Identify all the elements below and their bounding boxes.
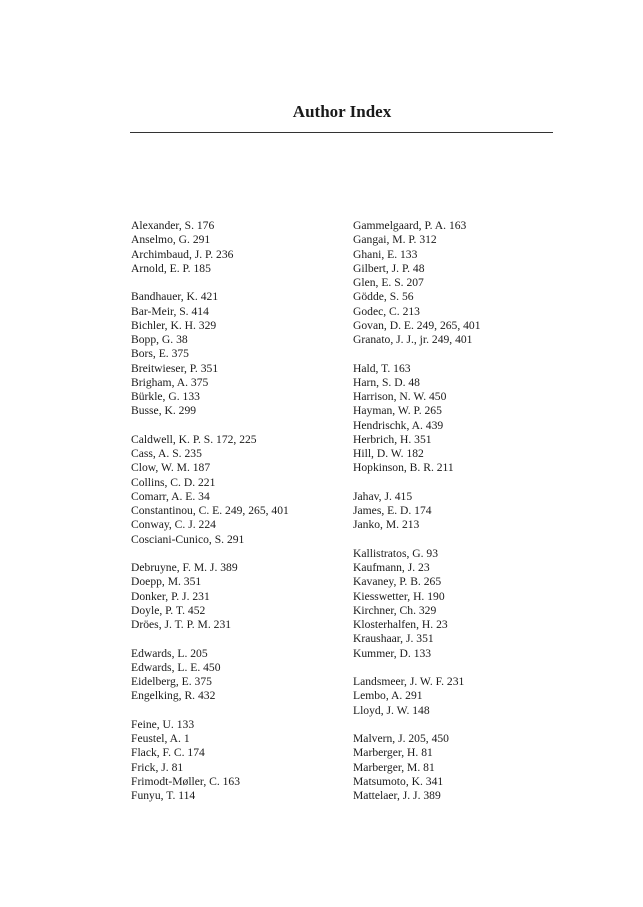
index-entry: Cass, A. S. 235 [131,447,202,460]
index-entry: Marberger, H. 81 [353,746,433,760]
index-entry: Gilbert, J. P. 48 [353,261,425,275]
index-entry: Kummer, D. 133 [353,646,432,660]
index-entry: Harn, S. D. 48 [353,375,420,389]
index-entry: Marberger, M. 81 [353,760,435,774]
index-entry: Ghani, E. 133 [353,247,418,261]
index-letter-group: Bandhauer, K. 421 Bar-Meir, S. 414 Bichler… [131,290,289,418]
index-entry: Matsumoto, K. 341 [353,774,444,788]
index-entry: Caldwell, K. P. S. 172, 225 [131,432,257,446]
index-entry: Archimbaud, J. P. 236 [131,247,234,261]
index-entry: Mattelaer, J. J. 389 [353,789,441,802]
index-letter-group: Hald, T. 163 Harn, S. D. 48 Harrison, N. W… [353,362,481,476]
index-entry: Flack, F. C. 174 [131,746,205,760]
index-entry: Gödde, S. 56 [353,290,414,304]
index-entry: Edwards, L. 205 [131,646,208,660]
index-entry: Constantinou, C. E. 249, 265, 401 [131,504,289,517]
index-entry: Herbrich, H. 351 [353,432,432,446]
index-entry: Funyu, T. 114 [131,789,196,802]
index-entry: Doepp, M. 351 [131,575,202,589]
index-entry: Edwards, L. E. 450 [131,660,221,674]
index-letter-group: Kallistratos, G. 93 Kaufmann, J. 23 Kavane… [353,547,481,661]
index-entry: Frimodt-Møller, C. 163 [131,774,241,788]
index-letter-group: Alexander, S. 176 Anselmo, G. 291 Archimba… [131,219,289,276]
index-entry: Clow, W. M. 187 [131,461,211,475]
index-column-right: Gammelgaard, P. A. 163 Gangai, M. P. 312 G… [353,219,481,818]
index-entry: Bürkle, G. 133 [131,390,200,403]
index-entry: Doyle, P. T. 452 [131,603,206,617]
index-entry: Brigham, A. 375 [131,375,209,389]
index-entry: Feine, U. 133 [131,717,195,731]
index-letter-group: Feine, U. 133 Feustel, A. 1 Flack, F. C. 1… [131,718,289,804]
index-letter-group: Malvern, J. 205, 450 Marberger, H. 81 Marb… [353,732,481,803]
index-entry: Hald, T. 163 [353,361,411,375]
index-entry: Dröes, J. T. P. M. 231 [131,618,232,631]
index-entry: Hendrischk, A. 439 [353,418,444,432]
index-entry: Bandhauer, K. 421 [131,290,219,304]
index-entry: Glen, E. S. 207 [353,276,424,289]
index-entry: Hopkinson, B. R. 211 [353,461,454,475]
index-entry: Cosciani-Cunico, S. 291 [131,532,245,546]
index-entry: Debruyne, F. M. J. 389 [131,561,238,574]
index-entry: Lembo, A. 291 [353,689,423,703]
index-letter-group: Gammelgaard, P. A. 163 Gangai, M. P. 312 G… [353,219,481,347]
index-entry: Kiesswetter, H. 190 [353,589,445,603]
index-entry: Collins, C. D. 221 [131,475,216,489]
index-entry: Feustel, A. 1 [131,732,190,745]
index-entry: Govan, D. E. 249, 265, 401 [353,318,481,332]
index-entry: James, E. D. 174 [353,504,432,517]
index-entry: Anselmo, G. 291 [131,233,211,247]
index-entry: Bopp, G. 38 [131,333,188,346]
index-entry: Kirchner, Ch. 329 [353,603,437,617]
index-entry: Eidelberg, E. 375 [131,675,212,688]
index-entry: Granato, J. J., jr. 249, 401 [353,333,473,346]
index-entry: Bors, E. 375 [131,347,189,361]
index-entry: Conway, C. J. 224 [131,518,216,532]
index-entry: Breitwieser, P. 351 [131,361,219,375]
index-entry: Engelking, R. 432 [131,689,216,703]
index-entry: Kaufmann, J. 23 [353,561,430,574]
index-column-left: Alexander, S. 176 Anselmo, G. 291 Archimba… [131,219,289,818]
index-entry: Arnold, E. P. 185 [131,261,211,275]
index-entry: Frick, J. 81 [131,760,184,774]
index-entry: Comarr, A. E. 34 [131,489,210,503]
index-letter-group: Landsmeer, J. W. F. 231 Lembo, A. 291 Lloy… [353,675,481,718]
index-letter-group: Debruyne, F. M. J. 389 Doepp, M. 351 Donke… [131,561,289,632]
index-entry: Janko, M. 213 [353,518,420,532]
index-entry: Donker, P. J. 231 [131,589,210,603]
index-entry: Landsmeer, J. W. F. 231 [353,675,465,688]
title-rule [130,132,553,133]
index-entry: Harrison, N. W. 450 [353,390,447,403]
index-letter-group: Caldwell, K. P. S. 172, 225 Cass, A. S. 2… [131,433,289,547]
index-entry: Bar-Meir, S. 414 [131,304,209,318]
index-entry: Kavaney, P. B. 265 [353,575,442,589]
index-entry: Gammelgaard, P. A. 163 [353,219,467,232]
index-entry: Busse, K. 299 [131,404,197,418]
index-entry: Bichler, K. H. 329 [131,318,217,332]
index-entry: Hill, D. W. 182 [353,447,424,460]
index-entry: Malvern, J. 205, 450 [353,732,449,745]
index-entry: Jahav, J. 415 [353,489,413,503]
index-letter-group: Jahav, J. 415 James, E. D. 174 Janko, M. 2… [353,490,481,533]
index-entry: Lloyd, J. W. 148 [353,703,430,717]
index-entry: Kallistratos, G. 93 [353,546,439,560]
page-title: Author Index [292,102,392,121]
index-entry: Godec, C. 213 [353,304,420,318]
index-letter-group: Edwards, L. 205 Edwards, L. E. 450 Eidelbe… [131,647,289,704]
index-entry: Gangai, M. P. 312 [353,233,437,247]
index-entry: Alexander, S. 176 [131,219,215,232]
index-entry: Kraushaar, J. 351 [353,632,434,646]
index-entry: Klosterhalfen, H. 23 [353,618,448,631]
index-entry: Hayman, W. P. 265 [353,404,442,418]
